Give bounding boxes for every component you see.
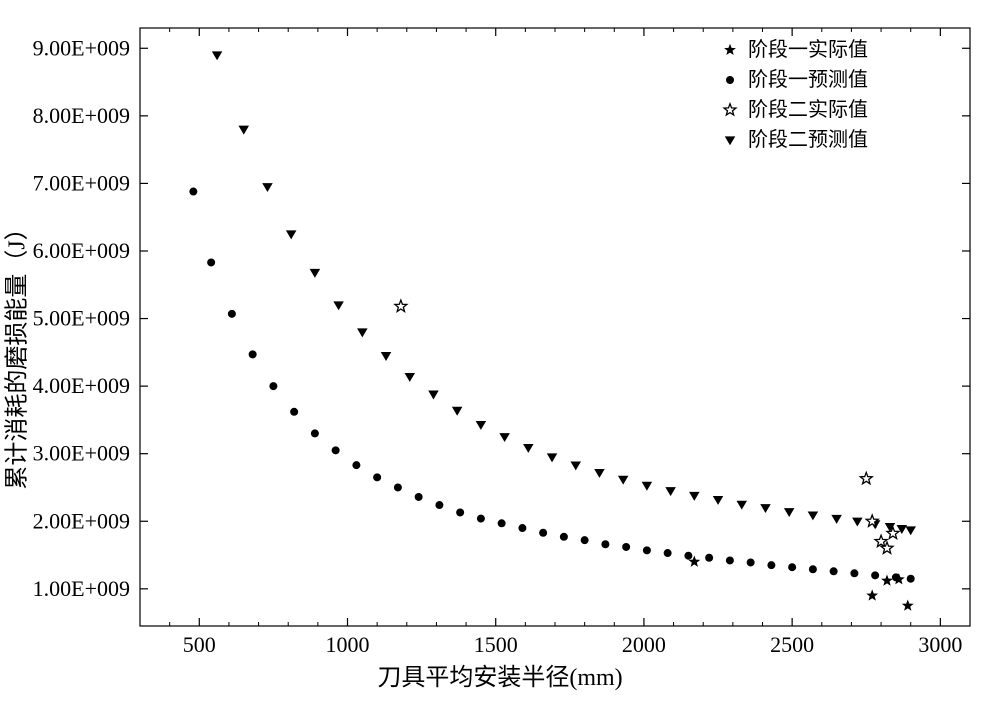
svg-text:1.00E+009: 1.00E+009 bbox=[33, 576, 130, 601]
svg-text:2500: 2500 bbox=[770, 632, 814, 657]
svg-text:阶段一实际值: 阶段一实际值 bbox=[748, 38, 868, 61]
svg-text:阶段二实际值: 阶段二实际值 bbox=[748, 98, 868, 121]
svg-text:6.00E+009: 6.00E+009 bbox=[33, 238, 130, 263]
chart-container: 累计消耗的磨损能量（J） 刀具平均安装半径(mm) 500 1000 1500 200… bbox=[0, 0, 1000, 706]
svg-text:1500: 1500 bbox=[474, 632, 518, 657]
svg-text:1000: 1000 bbox=[326, 632, 370, 657]
svg-text:9.00E+009: 9.00E+009 bbox=[33, 35, 130, 60]
svg-text:阶段二预测值: 阶段二预测值 bbox=[748, 128, 868, 151]
y-axis-label: 累计消耗的磨损能量（J） bbox=[0, 216, 32, 489]
svg-text:8.00E+009: 8.00E+009 bbox=[33, 103, 130, 128]
svg-text:4.00E+009: 4.00E+009 bbox=[33, 373, 130, 398]
svg-text:阶段一预测值: 阶段一预测值 bbox=[748, 68, 868, 91]
svg-text:3000: 3000 bbox=[918, 632, 962, 657]
svg-text:2000: 2000 bbox=[622, 632, 666, 657]
chart-svg: 500 1000 1500 2000 2500 3000 1.00E+009 2.00E+00… bbox=[0, 0, 1000, 706]
svg-text:3.00E+009: 3.00E+009 bbox=[33, 441, 130, 466]
svg-text:2.00E+009: 2.00E+009 bbox=[33, 508, 130, 533]
x-axis-label: 刀具平均安装半径(mm) bbox=[377, 657, 622, 692]
svg-text:7.00E+009: 7.00E+009 bbox=[33, 170, 130, 195]
svg-text:500: 500 bbox=[183, 632, 216, 657]
svg-text:5.00E+009: 5.00E+009 bbox=[33, 306, 130, 331]
